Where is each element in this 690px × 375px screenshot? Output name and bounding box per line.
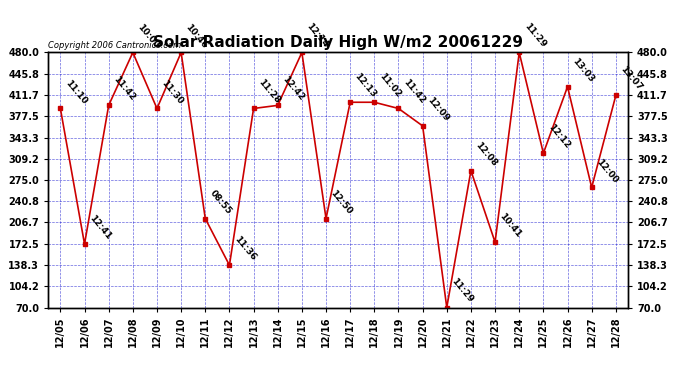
- Text: 10:46: 10:46: [184, 22, 209, 50]
- Text: 11:42: 11:42: [402, 78, 426, 106]
- Text: 12:00: 12:00: [595, 157, 620, 184]
- Text: 10:00: 10:00: [136, 22, 161, 50]
- Text: 12:12: 12:12: [546, 123, 571, 150]
- Title: Solar Radiation Daily High W/m2 20061229: Solar Radiation Daily High W/m2 20061229: [153, 35, 523, 50]
- Text: 11:42: 11:42: [112, 75, 137, 103]
- Text: 11:36: 11:36: [233, 235, 257, 262]
- Text: 11:10: 11:10: [63, 78, 88, 106]
- Text: 12:13: 12:13: [353, 72, 378, 99]
- Text: 12:09: 12:09: [426, 95, 451, 123]
- Text: 08:55: 08:55: [208, 188, 233, 216]
- Text: 11:02: 11:02: [377, 72, 402, 99]
- Text: 12:14: 12:14: [305, 22, 330, 50]
- Text: 12:08: 12:08: [474, 140, 499, 168]
- Text: 12:42: 12:42: [281, 75, 306, 103]
- Text: 13:07: 13:07: [619, 65, 644, 93]
- Text: Copyright 2006 Cantronics.com: Copyright 2006 Cantronics.com: [48, 41, 181, 50]
- Text: 11:28: 11:28: [257, 78, 282, 106]
- Text: 13:03: 13:03: [571, 56, 595, 84]
- Text: 11:29: 11:29: [522, 22, 547, 50]
- Text: 12:50: 12:50: [329, 188, 354, 216]
- Text: 12:41: 12:41: [88, 213, 112, 241]
- Text: 11:30: 11:30: [160, 78, 185, 106]
- Text: 10:41: 10:41: [498, 212, 523, 239]
- Text: 11:29: 11:29: [450, 277, 475, 305]
